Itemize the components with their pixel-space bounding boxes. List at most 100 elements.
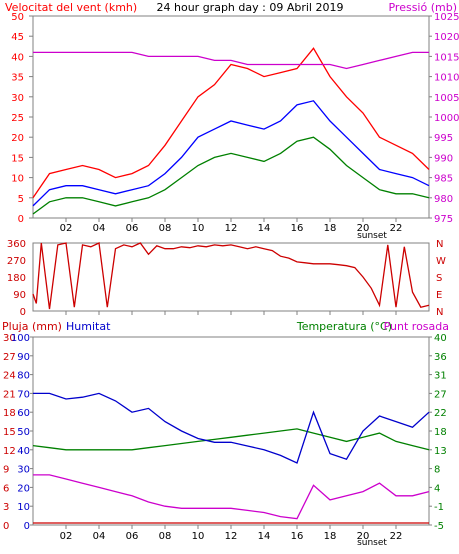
rain-tick-label: 9 bbox=[3, 465, 9, 476]
panel3-hour-label: 02 bbox=[60, 531, 73, 542]
humidity-tick-label: 40 bbox=[17, 446, 30, 457]
temperature-tick-label: 4 bbox=[434, 483, 440, 494]
temperature-series-line bbox=[32, 428, 430, 451]
temperature-tick-label: 31 bbox=[434, 371, 447, 382]
direction-letter-label: W bbox=[436, 256, 446, 267]
humidity-tick-label: 50 bbox=[17, 427, 30, 438]
temperature-tick-label: 8 bbox=[434, 465, 440, 476]
pressure-tick-label: 1010 bbox=[434, 73, 459, 84]
panel3-marks: 0369121518212427300102030405060708090100… bbox=[3, 333, 447, 542]
panel1-hour-label: 14 bbox=[258, 223, 271, 234]
chart-title: 24 hour graph day : 09 Abril 2019 bbox=[157, 1, 344, 14]
panel3-hour-label: 22 bbox=[390, 531, 403, 542]
panel1-hour-label: 04 bbox=[93, 223, 106, 234]
rain-axis-title: Pluja (mm) bbox=[2, 320, 62, 333]
temperature-tick-label: 40 bbox=[434, 333, 447, 344]
pressure-tick-label: 1020 bbox=[434, 32, 459, 43]
pressure-tick-label: 980 bbox=[434, 194, 453, 205]
temperature-tick-label: -1 bbox=[434, 502, 444, 513]
direction-letter-label: N bbox=[436, 307, 443, 318]
rain-tick-label: 12 bbox=[3, 446, 16, 457]
pressure-tick-label: 1015 bbox=[434, 52, 459, 63]
panel2-marks: 360 N 270 W 180 S 90 E 0 N bbox=[7, 239, 446, 318]
panel3-hour-label: 04 bbox=[93, 531, 106, 542]
humidity-tick-label: 70 bbox=[17, 389, 30, 400]
direction-letter-label: E bbox=[436, 290, 442, 301]
panel3-hour-label: 18 bbox=[324, 531, 337, 542]
wind-tick-label: 45 bbox=[11, 32, 24, 43]
panel1-hour-label: 18 bbox=[324, 223, 337, 234]
temperature-tick-label: 22 bbox=[434, 408, 447, 419]
direction-tick-label: 90 bbox=[13, 290, 26, 301]
panel3-hour-label: 16 bbox=[291, 531, 304, 542]
rain-tick-label: 15 bbox=[3, 427, 16, 438]
panel3-frame bbox=[32, 336, 430, 526]
temperature-tick-label: -5 bbox=[434, 521, 444, 532]
dewpoint-series-line bbox=[33, 474, 430, 520]
humidity-tick-label: 100 bbox=[11, 333, 30, 344]
pressure-series-line bbox=[33, 51, 429, 70]
panel3-hour-label: 12 bbox=[225, 531, 238, 542]
humidity-axis-title: Humitat bbox=[66, 320, 111, 333]
wind-tick-label: 10 bbox=[11, 174, 24, 185]
humidity-tick-label: 10 bbox=[17, 502, 30, 513]
wind-tick-label: 5 bbox=[18, 194, 24, 205]
direction-letter-label: S bbox=[436, 273, 442, 284]
pressure-tick-label: 990 bbox=[434, 153, 453, 164]
humidity-tick-label: 0 bbox=[24, 521, 30, 532]
panel1-hour-label: 10 bbox=[192, 223, 205, 234]
pressure-tick-label: 975 bbox=[434, 214, 453, 225]
wind-direction-line bbox=[32, 242, 430, 310]
direction-tick-label: 0 bbox=[20, 307, 26, 318]
temperature-tick-label: 36 bbox=[434, 352, 447, 363]
panel1-hour-label: 16 bbox=[291, 223, 304, 234]
direction-letter-label: N bbox=[436, 239, 443, 250]
panel3-hour-label: 10 bbox=[192, 531, 205, 542]
humidity-tick-label: 80 bbox=[17, 371, 30, 382]
rain-tick-label: 21 bbox=[3, 389, 16, 400]
rain-tick-label: 6 bbox=[3, 483, 9, 494]
wind-tick-label: 20 bbox=[11, 133, 24, 144]
humidity-series-line bbox=[33, 392, 430, 464]
pressure-tick-label: 995 bbox=[434, 133, 453, 144]
pressure-tick-label: 1000 bbox=[434, 113, 459, 124]
panel2-frame bbox=[32, 242, 430, 312]
panel1-hour-label: 08 bbox=[159, 223, 172, 234]
panel1-sunset-label: sunset bbox=[357, 231, 387, 241]
humidity-tick-label: 20 bbox=[17, 483, 30, 494]
panel1-hour-label: 20 bbox=[357, 223, 370, 234]
rain-tick-label: 0 bbox=[3, 521, 9, 532]
panel3-hour-label: 20 bbox=[357, 531, 370, 542]
low-series-line bbox=[32, 136, 430, 215]
wind-axis-title: Velocitat del vent (kmh) bbox=[5, 1, 137, 14]
humidity-tick-label: 90 bbox=[17, 352, 30, 363]
rain-tick-label: 3 bbox=[3, 502, 9, 513]
rain-tick-label: 18 bbox=[3, 408, 16, 419]
wind-tick-label: 0 bbox=[18, 214, 24, 225]
rain-tick-label: 27 bbox=[3, 352, 16, 363]
panel3-sunset-label: sunset bbox=[357, 538, 387, 548]
wind-tick-label: 35 bbox=[11, 73, 24, 84]
wind-tick-label: 40 bbox=[11, 52, 24, 63]
temperature-axis-title: Temperatura (°C) bbox=[296, 320, 392, 333]
speed-series-line bbox=[32, 100, 430, 207]
humidity-tick-label: 30 bbox=[17, 465, 30, 476]
panel1-hour-label: 12 bbox=[225, 223, 238, 234]
rain-tick-label: 24 bbox=[3, 371, 16, 382]
direction-tick-label: 270 bbox=[7, 256, 26, 267]
panel1-hour-label: 06 bbox=[126, 223, 139, 234]
temperature-tick-label: 27 bbox=[434, 389, 447, 400]
pressure-tick-label: 1025 bbox=[434, 12, 459, 23]
temperature-tick-label: 13 bbox=[434, 446, 447, 457]
temperature-tick-label: 18 bbox=[434, 427, 447, 438]
panel1-hour-label: 02 bbox=[60, 223, 73, 234]
wind-tick-label: 50 bbox=[11, 12, 24, 23]
panel3-hour-label: 08 bbox=[159, 531, 172, 542]
pressure-axis-title: Pressió (mb) bbox=[388, 1, 457, 14]
panel1-marks: 0510152025303540455097598098599099510001… bbox=[11, 12, 459, 234]
direction-tick-label: 180 bbox=[7, 273, 26, 284]
dewpoint-axis-title: Punt rosada bbox=[384, 320, 449, 333]
direction-tick-label: 360 bbox=[7, 239, 26, 250]
wind-tick-label: 15 bbox=[11, 153, 24, 164]
